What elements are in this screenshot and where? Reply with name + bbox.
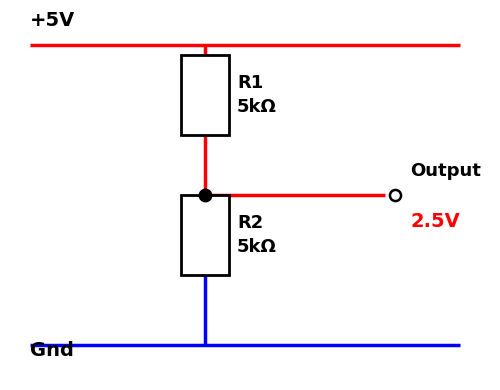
- Text: R2
5kΩ: R2 5kΩ: [237, 214, 277, 256]
- Text: Output: Output: [410, 162, 481, 180]
- Bar: [181, 55, 229, 135]
- Text: Gnd: Gnd: [30, 341, 74, 360]
- Text: R1
5kΩ: R1 5kΩ: [237, 74, 277, 116]
- Text: 2.5V: 2.5V: [410, 212, 460, 231]
- Bar: [181, 195, 229, 275]
- Text: +5V: +5V: [30, 11, 75, 30]
